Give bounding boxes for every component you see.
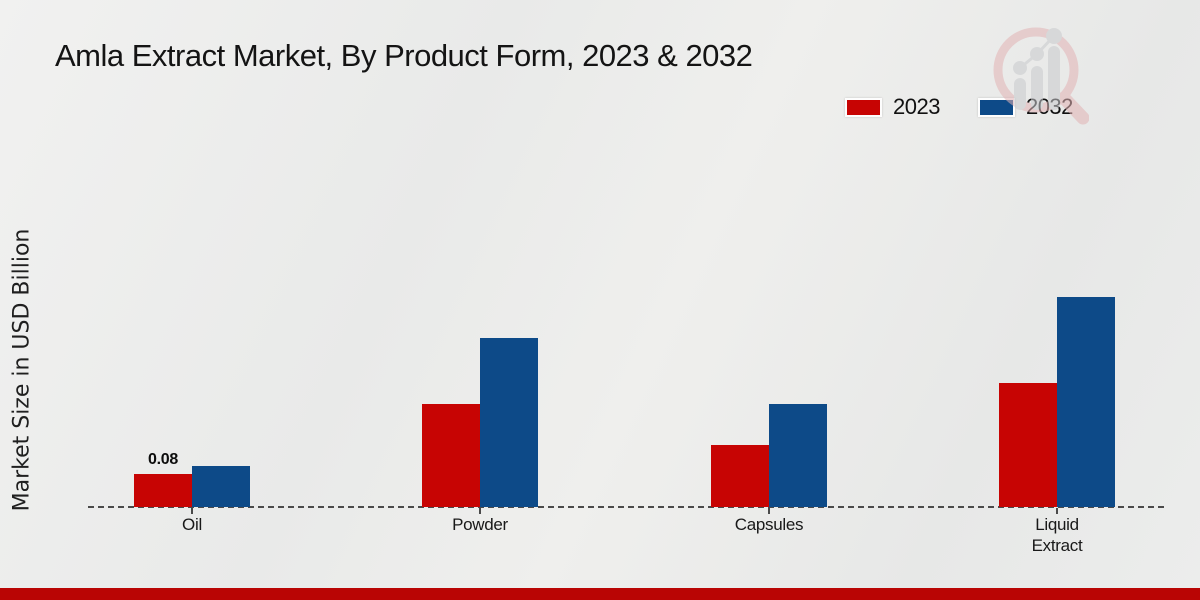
x-axis-category-label: Liquid Extract (1031, 515, 1083, 555)
x-axis-category-label: Powder (452, 515, 508, 534)
bar-2023-capsules (711, 445, 769, 507)
bar-2032-powder (480, 338, 538, 507)
x-axis-tick (1056, 508, 1058, 514)
bar-2023-liquid-extract (999, 383, 1057, 507)
footer-accent-bar (0, 588, 1200, 600)
x-axis-tick (191, 508, 193, 514)
legend-swatch-2023 (845, 97, 882, 117)
x-axis-tick (479, 508, 481, 514)
bar-value-label: 0.08 (148, 451, 178, 468)
x-axis-tick (768, 508, 770, 514)
bar-2032-liquid-extract (1057, 297, 1115, 507)
legend-swatch-2032 (977, 97, 1015, 117)
chart-title: Amla Extract Market, By Product Form, 20… (55, 38, 753, 73)
x-axis-baseline (88, 506, 1164, 508)
x-axis-category-label: Oil (182, 515, 202, 534)
bar-2023-oil (134, 474, 192, 507)
legend-item-2023: 2023 (845, 94, 940, 120)
bar-2032-capsules (769, 404, 827, 507)
x-axis-category-label: Capsules (734, 515, 804, 534)
legend-label-2023: 2023 (893, 94, 940, 119)
bar-2032-oil (192, 466, 250, 507)
bar-2023-powder (422, 404, 480, 507)
magnifier-bar-chart-logo-icon (985, 18, 1090, 131)
